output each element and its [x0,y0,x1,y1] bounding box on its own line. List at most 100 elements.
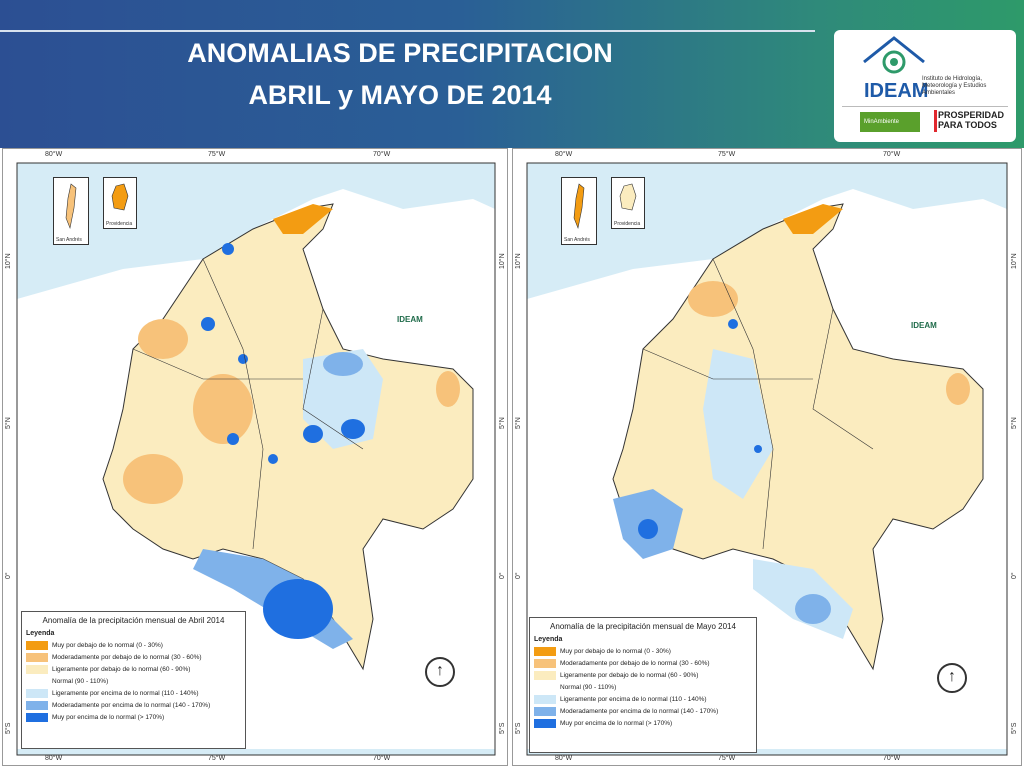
coord-left-10n: 10°N [515,253,522,269]
legend-may: Anomalía de la precipitación mensual de … [529,617,757,753]
providencia-island [111,183,129,211]
legend-heading: Leyenda [534,636,563,643]
north-arrow-icon: ↑ [425,657,455,687]
inset-label-providencia: Providencia [614,221,641,227]
legend-swatch [534,670,556,680]
legend-swatch [534,682,556,692]
legend-swatch [534,694,556,704]
legend-item: Normal (90 - 110%) [26,675,245,687]
legend-item: Muy por encima de lo normal (> 170%) [534,717,756,729]
header-banner: ANOMALIAS DE PRECIPITACION ABRIL y MAYO … [0,0,1024,148]
legend-item: Ligeramente por encima de lo normal (110… [26,687,245,699]
legend-item: Muy por debajo de lo normal (0 - 30%) [26,639,245,651]
logo-divider [842,106,1008,107]
legend-item: Muy por debajo de lo normal (0 - 30%) [534,645,756,657]
prosperidad-bar [934,110,937,132]
legend-item: Muy por encima de lo normal (> 170%) [26,711,245,723]
coord-right-5s: 5°S [499,722,506,734]
legend-swatch [26,664,48,674]
legend-title-may: Anomalía de la precipitación mensual de … [550,622,736,631]
legend-label: Ligeramente por encima de lo normal (110… [52,689,199,697]
legend-item: Ligeramente por encima de lo normal (110… [534,693,756,705]
inset-label-san-andres: San Andrés [56,237,82,243]
legend-item: Ligeramente por debajo de lo normal (60 … [26,663,245,675]
page-title: ANOMALIAS DE PRECIPITACION [187,38,613,68]
coord-left-5n: 5°N [515,417,522,429]
legend-label: Normal (90 - 110%) [560,683,617,691]
coord-left-5n: 5°N [5,417,12,429]
coord-top-80w: 80°W [555,151,573,158]
map-april: 80°W 75°W 70°W 80°W 75°W 70°W 10°N 5°N 0… [2,148,508,766]
coord-top-70w: 70°W [373,151,391,158]
coord-right-5n: 5°N [499,417,506,429]
san-andres-island [573,183,585,230]
map-may: 80°W 75°W 70°W 80°W 75°W 70°W 10°N 5°N 0… [512,148,1022,766]
ideam-logo: IDEAM Instituto de Hidrología, Meteorolo… [834,30,1016,142]
coord-right-0: 0° [499,572,506,579]
legend-swatch [26,700,48,710]
legend-item: Ligeramente por debajo de lo normal (60 … [534,669,756,681]
legend-label: Moderadamente por encima de lo normal (1… [52,701,211,709]
north-arrow-icon: ↑ [937,663,967,693]
legend-label: Muy por encima de lo normal (> 170%) [560,719,673,727]
inset-san-andres: San Andrés [53,177,89,245]
legend-item: Moderadamente por encima de lo normal (1… [26,699,245,711]
legend-label: Normal (90 - 110%) [52,677,109,685]
page-subtitle: ABRIL y MAYO DE 2014 [248,80,552,110]
legend-title-april: Anomalía de la precipitación mensual de … [42,616,225,625]
coord-left-0: 0° [5,572,12,579]
legend-swatch [26,712,48,722]
san-andres-island [65,183,77,230]
coord-top-75w: 75°W [208,151,226,158]
ideam-emblem-icon [863,36,925,74]
legend-label: Ligeramente por encima de lo normal (110… [560,695,707,703]
coord-bottom-75w: 75°W [718,755,736,762]
coord-right-5n: 5°N [1011,417,1018,429]
coord-bottom-80w: 80°W [555,755,573,762]
inset-san-andres: San Andrés [561,177,597,245]
legend-label: Muy por encima de lo normal (> 170%) [52,713,165,721]
legend-label: Moderadamente por debajo de lo normal (3… [560,659,710,667]
inset-label-san-andres: San Andrés [564,237,590,243]
inset-providencia: Providencia [611,177,645,229]
legend-swatch [534,718,556,728]
coord-bottom-75w: 75°W [208,755,226,762]
legend-item: Moderadamente por debajo de lo normal (3… [534,657,756,669]
legend-heading: Leyenda [26,630,55,637]
map-may-canvas [526,162,1008,756]
legend-label: Muy por debajo de lo normal (0 - 30%) [52,641,163,649]
legend-label: Ligeramente por debajo de lo normal (60 … [52,665,191,673]
map-watermark-ideam: IDEAM [911,321,937,330]
legend-label: Muy por debajo de lo normal (0 - 30%) [560,647,671,655]
coord-right-0: 0° [1011,572,1018,579]
coord-top-80w: 80°W [45,151,63,158]
ideam-subtitle: Instituto de Hidrología, Meteorología y … [922,76,987,96]
legend-label: Moderadamente por encima de lo normal (1… [560,707,719,715]
legend-item: Normal (90 - 110%) [534,681,756,693]
providencia-island [619,183,637,211]
coord-right-10n: 10°N [499,253,506,269]
coord-top-70w: 70°W [883,151,901,158]
coord-bottom-80w: 80°W [45,755,63,762]
coord-top-75w: 75°W [718,151,736,158]
ideam-wordmark: IDEAM [864,80,929,102]
inset-label-providencia: Providencia [106,221,133,227]
legend-april: Anomalía de la precipitación mensual de … [21,611,246,749]
coord-left-10n: 10°N [5,253,12,269]
legend-swatch [534,646,556,656]
legend-swatch [26,688,48,698]
legend-swatch [534,706,556,716]
coord-right-10n: 10°N [1011,253,1018,269]
legend-swatch [26,652,48,662]
coord-left-5s: 5°S [515,722,522,734]
legend-item: Moderadamente por debajo de lo normal (3… [26,651,245,663]
header-divider [0,30,815,32]
legend-swatch [26,676,48,686]
coord-bottom-70w: 70°W [373,755,391,762]
legend-swatch [26,640,48,650]
minambiente-logo: MinAmbiente [860,112,920,132]
coord-left-0: 0° [515,572,522,579]
coord-bottom-70w: 70°W [883,755,901,762]
inset-providencia: Providencia [103,177,137,229]
legend-label: Ligeramente por debajo de lo normal (60 … [560,671,699,679]
